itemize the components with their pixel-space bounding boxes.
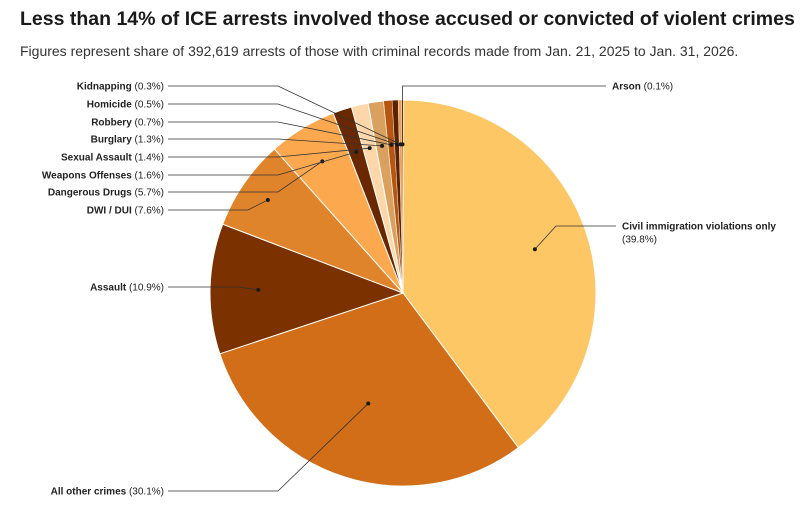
slice-label: Robbery (0.7%) — [91, 118, 164, 129]
slice-label-value: (39.8%) — [622, 235, 657, 246]
leader-dot — [532, 247, 537, 252]
slice-label: Kidnapping (0.3%) — [77, 82, 164, 93]
slice-label-value: (0.5%) — [132, 100, 164, 111]
slice-label-value: (0.7%) — [132, 118, 164, 129]
leader-line — [168, 121, 392, 146]
slice-label-value: (7.6%) — [132, 206, 164, 217]
leader-dot — [354, 149, 359, 154]
leader-dot — [265, 197, 270, 202]
slice-label-name: Sexual Assault — [61, 153, 132, 164]
slice-label: Dangerous Drugs (5.7%) — [48, 188, 164, 199]
leader-line — [168, 103, 398, 145]
slice-label-name: Assault — [90, 283, 127, 294]
chart-title: Less than 14% of ICE arrests involved th… — [20, 8, 795, 30]
slice-label: Civil immigration violations only (39.8%) — [622, 222, 776, 246]
leader-dot — [366, 401, 371, 406]
leader-line — [168, 161, 323, 193]
leader-dot — [380, 143, 385, 148]
slice-label-value: (1.3%) — [132, 135, 164, 146]
pie-slice-civil-immigration-violations-only — [402, 99, 597, 449]
slice-label-name: Burglary — [91, 135, 133, 146]
leader-line — [402, 85, 606, 145]
slice-label-name: Robbery — [91, 118, 132, 129]
slice-label-name: Dangerous Drugs — [48, 188, 132, 199]
slice-label-name: Arson — [612, 82, 641, 93]
slice-label: Sexual Assault (1.4%) — [61, 153, 164, 164]
pie-slice-all-other-crimes — [219, 292, 520, 487]
chart-subtitle: Figures represent share of 392,619 arres… — [20, 43, 739, 59]
slice-label-value: (0.3%) — [132, 82, 164, 93]
slice-label-value: (30.1%) — [126, 487, 164, 498]
leader-line — [168, 199, 269, 211]
leader-dot — [400, 142, 405, 147]
leader-line — [168, 403, 369, 492]
slice-label-value: (1.4%) — [132, 153, 164, 164]
slice-label-value: (5.7%) — [132, 188, 164, 199]
slice-label-value: (0.1%) — [641, 82, 673, 93]
slice-label-name: All other crimes — [51, 487, 127, 498]
pie-slice-assault — [209, 223, 405, 355]
slice-label-name: Civil immigration violations only — [622, 222, 776, 233]
slice-label: Homicide (0.5%) — [87, 100, 164, 111]
leader-line — [534, 225, 616, 250]
slice-label-value: (10.9%) — [126, 283, 164, 294]
leader-dot — [256, 287, 261, 292]
slice-label: Arson (0.1%) — [612, 82, 673, 93]
leader-line — [168, 286, 259, 291]
leader-dot — [389, 142, 394, 147]
slice-label-name: Homicide — [87, 100, 132, 111]
slice-label: All other crimes (30.1%) — [51, 487, 164, 498]
slice-label-name: Kidnapping — [77, 82, 132, 93]
slice-label: Weapons Offenses (1.6%) — [42, 171, 164, 182]
slice-label-value: (1.6%) — [132, 171, 164, 182]
slice-label-name: DWI / DUI — [87, 206, 132, 217]
leader-line — [168, 85, 401, 145]
leader-dot — [367, 146, 372, 151]
leader-line — [168, 147, 370, 158]
slice-label-name: Weapons Offenses — [42, 171, 132, 182]
slice-label: Assault (10.9%) — [90, 283, 164, 294]
leader-line — [168, 151, 357, 176]
slice-label: Burglary (1.3%) — [91, 135, 164, 146]
slice-label: DWI / DUI (7.6%) — [87, 206, 164, 217]
leader-line — [168, 138, 383, 147]
